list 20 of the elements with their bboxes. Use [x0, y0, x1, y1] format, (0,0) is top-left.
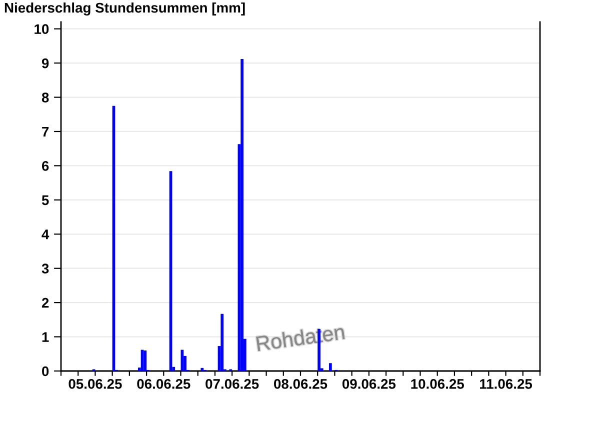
y-tick-label: 8 — [42, 92, 49, 102]
y-tick-label: 3 — [42, 264, 49, 274]
x-tick-label: 06.06.25 — [137, 379, 190, 389]
y-tick-label: 6 — [42, 161, 49, 171]
chart-title: Niederschlag Stundensummen [mm] — [4, 2, 245, 16]
x-tick-label: 07.06.25 — [206, 379, 259, 389]
y-tick-label: 0 — [42, 366, 49, 376]
x-tick-label: 08.06.25 — [274, 379, 328, 389]
y-tick-label: 10 — [34, 24, 49, 34]
y-tick-label: 9 — [42, 58, 49, 68]
y-tick-label: 5 — [42, 195, 49, 206]
y-tick-label: 7 — [42, 126, 49, 137]
x-tick-label: 11.06.25 — [480, 379, 532, 389]
x-tick-label: 10.06.25 — [411, 379, 464, 389]
y-tick-label: 1 — [42, 332, 49, 342]
x-tick-label: 09.06.25 — [342, 379, 396, 389]
y-tick-label: 2 — [42, 298, 49, 308]
y-tick-label: 4 — [42, 230, 50, 240]
annotation: Rohdaten — [256, 324, 345, 352]
x-tick-label: 05.06.25 — [68, 379, 122, 389]
